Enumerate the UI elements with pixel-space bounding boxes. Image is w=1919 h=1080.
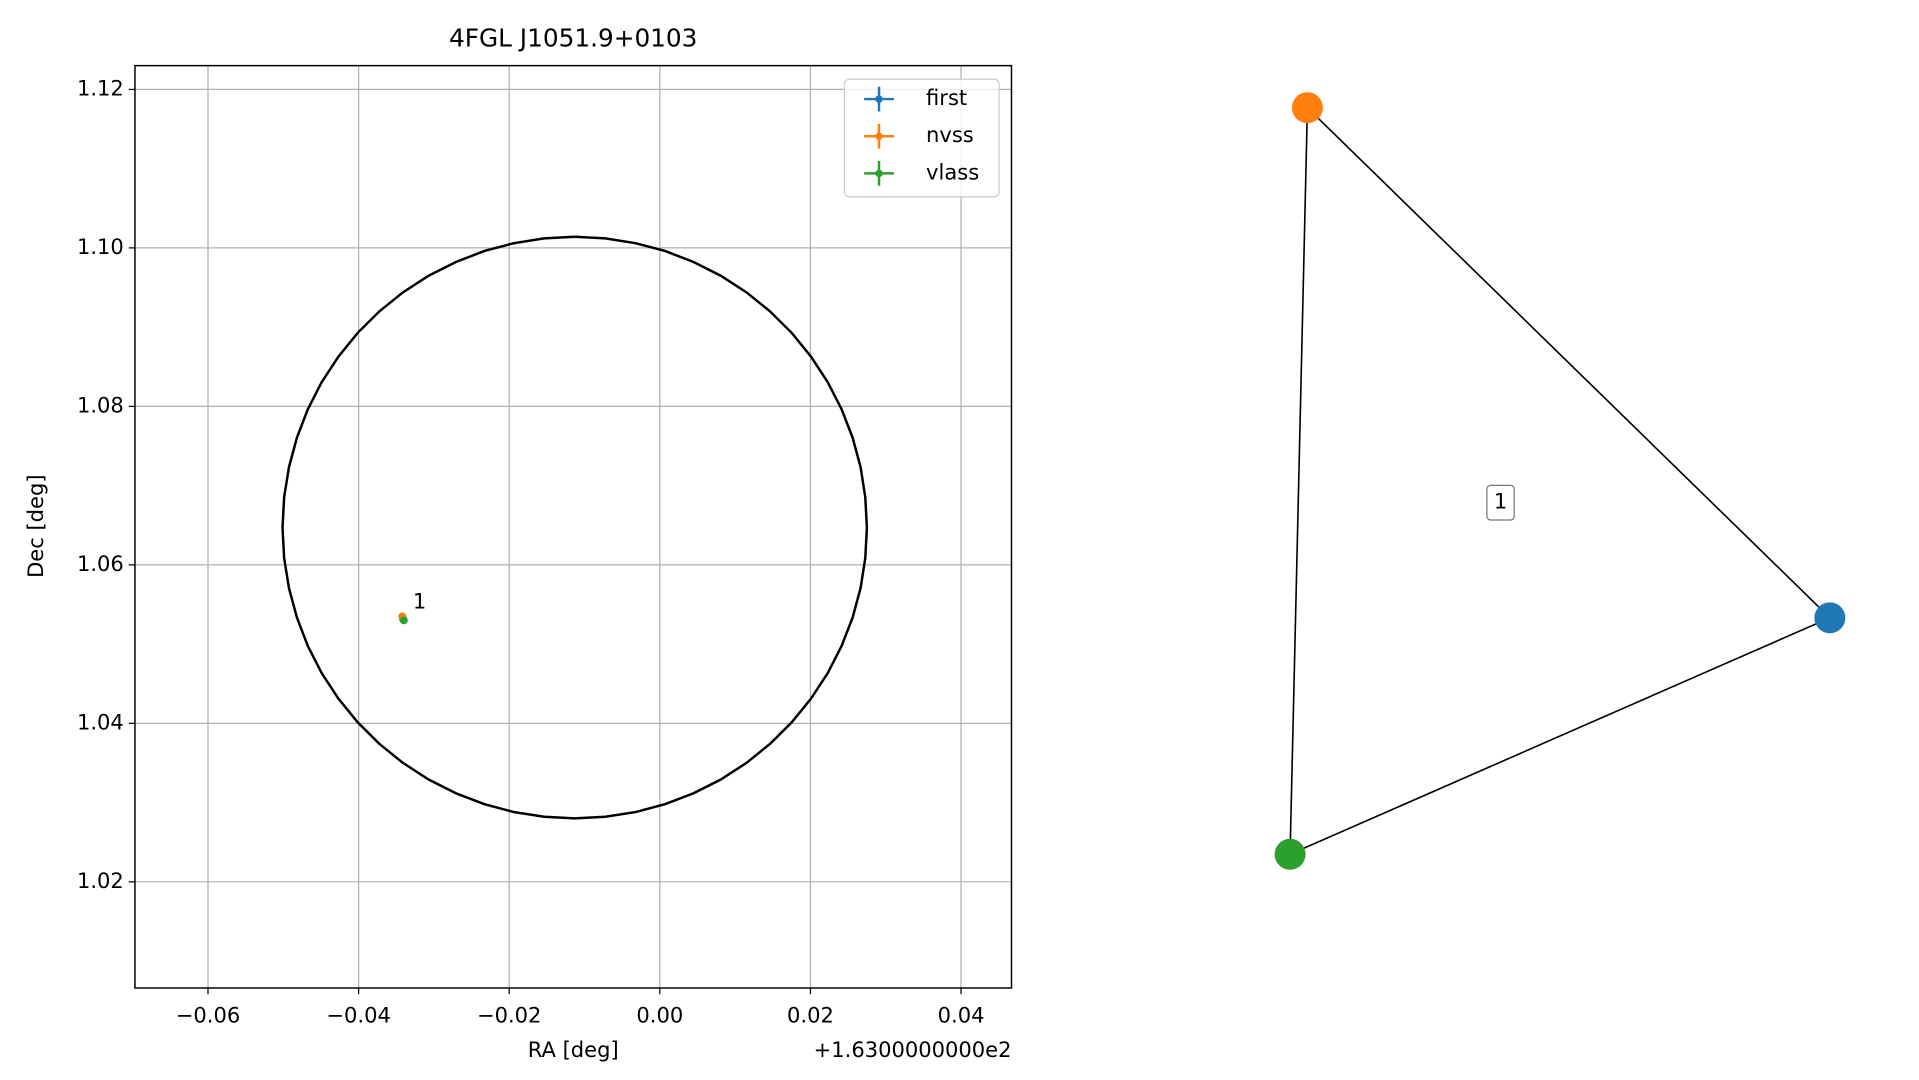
plot-frame [134,64,1013,989]
x-tick-label: −0.04 [326,1002,390,1027]
graph-label: 1 [1494,489,1507,514]
legend-marker [875,95,883,103]
edge [1289,107,1309,855]
x-tick-label: −0.06 [176,1002,240,1027]
chart-title: 4FGL J1051.9+0103 [449,24,697,53]
x-tick-label: 0.04 [938,1002,985,1027]
legend-marker [875,132,883,140]
label-box [1486,484,1515,521]
x-axis-label: RA [deg] [528,1037,619,1062]
legend-label: nvss [926,122,974,147]
x-tick-label: −0.02 [477,1002,541,1027]
y-axis-label: Dec [deg] [23,474,48,577]
x-tick-label: 0.00 [636,1002,683,1027]
edge [1306,107,1831,619]
error-ellipse [281,235,869,820]
y-tick-label: 1.08 [77,392,124,417]
data-point [399,616,408,625]
y-tick-label: 1.06 [77,551,124,576]
edge [1289,617,1831,856]
legend-label: vlass [926,159,979,184]
x-tick-label: 0.02 [787,1002,834,1027]
y-tick-label: 1.12 [77,75,124,100]
legend-marker [875,169,883,178]
x-offset-label: +1.6300000000e2 [814,1037,1012,1062]
node [1274,838,1306,870]
node [1291,92,1323,124]
y-tick-label: 1.04 [77,709,124,734]
y-tick-label: 1.10 [77,234,124,259]
node [1814,602,1846,634]
legend-label: first [926,85,967,110]
legend-box [843,78,1000,198]
annotation: 1 [413,589,426,614]
y-tick-label: 1.02 [77,868,124,893]
